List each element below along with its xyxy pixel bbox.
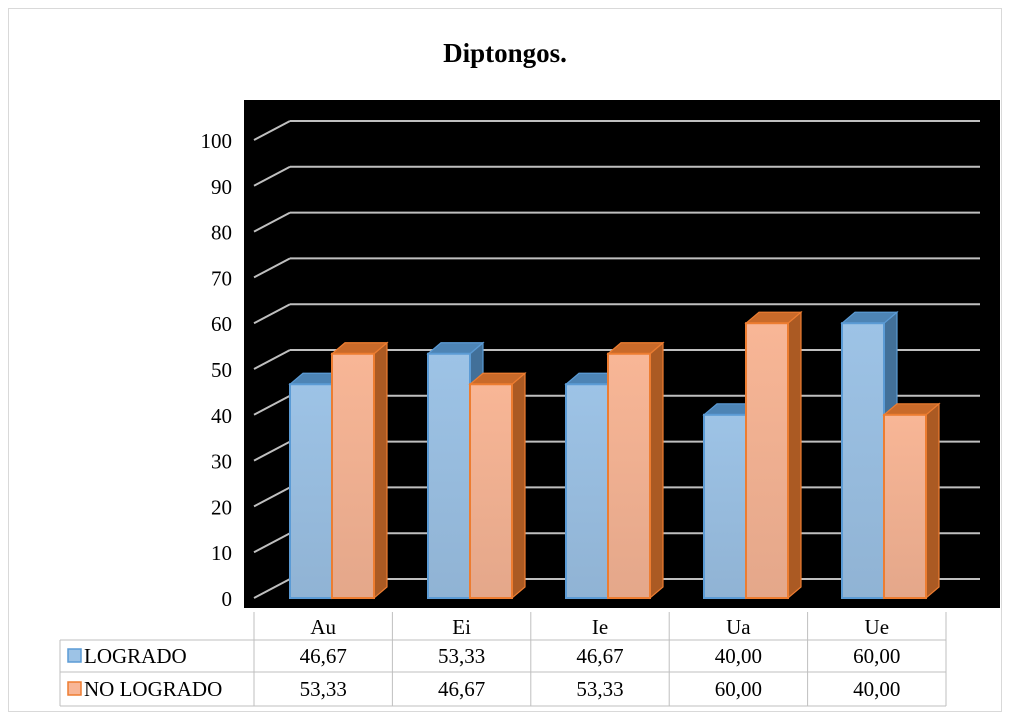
bar-no-logrado-ei [468, 371, 527, 600]
bar-front [745, 322, 789, 599]
gridline-diagonal [253, 349, 291, 370]
bar-front [289, 383, 333, 599]
chart-title: Diptongos. [443, 38, 567, 68]
y-tick-label: 40 [211, 404, 232, 428]
bar-front [469, 383, 513, 599]
x-tick-label: Ue [865, 615, 890, 639]
bar-front [427, 352, 471, 599]
y-tick-label: 60 [211, 312, 232, 336]
legend-label: LOGRADO [84, 644, 187, 668]
bar-front [703, 413, 747, 599]
y-tick-label: 10 [211, 541, 232, 565]
gridline-diagonal [253, 532, 291, 554]
data-label: 46,67 [576, 644, 623, 668]
gridline-diagonal [253, 120, 291, 141]
bar-side [373, 341, 388, 600]
y-tick-label: 0 [222, 587, 233, 611]
y-tick-label: 80 [211, 221, 232, 245]
bar-side [787, 310, 802, 600]
bar-front [883, 413, 927, 599]
y-tick-label: 70 [211, 266, 232, 290]
data-label: 46,67 [438, 677, 485, 701]
data-label: 46,67 [300, 644, 347, 668]
bar-side [649, 341, 664, 600]
gridline-diagonal [253, 394, 291, 416]
bar-no-logrado-au [330, 341, 389, 600]
data-label: 53,33 [300, 677, 347, 701]
legend-label: NO LOGRADO [84, 677, 222, 701]
y-tick-label: 90 [211, 175, 232, 199]
x-tick-label: Ua [726, 615, 751, 639]
y-tick-label: 20 [211, 495, 232, 519]
bar-side [925, 402, 940, 600]
gridline-diagonal [253, 578, 291, 599]
y-tick-label: 30 [211, 450, 232, 474]
bar-no-logrado-ue [882, 402, 941, 600]
gridline-diagonal [253, 486, 291, 508]
bar-front [331, 352, 375, 599]
bar-side [511, 371, 526, 600]
plot-area: 0 10 20 30 40 50 60 70 80 90 100 [201, 100, 1000, 611]
data-label: 40,00 [853, 677, 900, 701]
gridline-diagonal [253, 211, 291, 233]
x-tick-label: Ie [592, 615, 608, 639]
gridline-diagonal [253, 303, 291, 325]
data-label: 60,00 [715, 677, 762, 701]
bar-no-logrado-ie [606, 341, 665, 600]
gridline-diagonal [253, 257, 291, 279]
bar-front [565, 383, 609, 599]
x-tick-label: Ei [452, 615, 471, 639]
gridline-diagonal [253, 440, 291, 462]
data-table: Au Ei Ie Ua Ue LOGRADO 46,67 53,33 46,67 40,00 60,… [59, 612, 947, 707]
bar-no-logrado-ua [744, 310, 803, 600]
bar-front [841, 322, 885, 599]
y-tick-label: 50 [211, 358, 232, 382]
gridline-diagonal [253, 165, 291, 187]
legend-key [67, 681, 82, 696]
legend-key [67, 648, 82, 663]
data-label: 40,00 [715, 644, 762, 668]
x-tick-label: Au [310, 615, 336, 639]
data-label: 53,33 [576, 677, 623, 701]
data-label: 53,33 [438, 644, 485, 668]
data-label: 60,00 [853, 644, 900, 668]
bar-front [607, 352, 651, 599]
y-tick-label: 100 [201, 129, 233, 153]
